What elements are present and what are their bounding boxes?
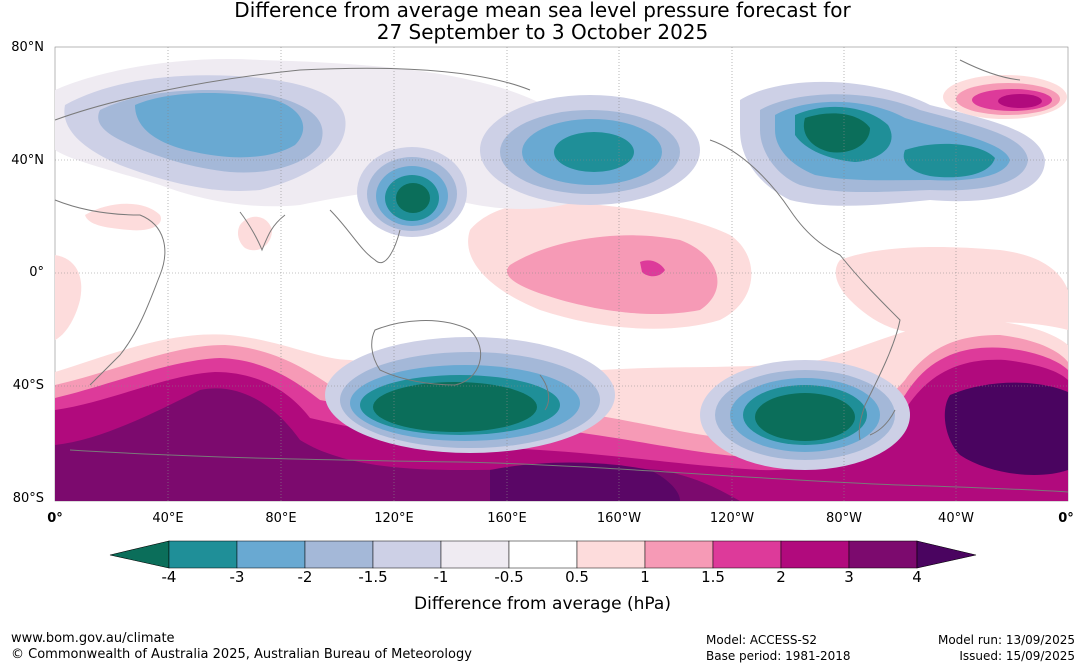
lat-label-equator: 0° [29, 265, 44, 280]
colorbar-bin-2 [236, 540, 306, 569]
anomaly-positive-india [237, 216, 272, 251]
colorbar-tick: -1 [433, 568, 449, 586]
colorbar-high-arrow [916, 540, 977, 569]
colorbar-bin-11 [848, 540, 918, 569]
colorbar-low-arrow [109, 540, 170, 569]
anomaly-positive-arabia [85, 203, 161, 231]
anomaly-positive-greenland [943, 75, 1067, 119]
lon-label-0-west: 0° [47, 511, 63, 526]
anomaly-positive-tropical-pacific-core [506, 235, 718, 315]
graticule [55, 47, 1068, 501]
anomaly-positive-core-atlantic [944, 382, 1068, 475]
footer-issued: Issued: 15/09/2025 [959, 649, 1075, 663]
colorbar-bin-4 [372, 540, 442, 569]
colorbar-tick: -3 [229, 568, 245, 586]
lon-label-160e: 160°E [487, 511, 527, 526]
lon-label-80e: 80°E [265, 511, 297, 526]
colorbar-tick: -4 [161, 568, 177, 586]
colorbar-tick: 2 [776, 568, 786, 586]
lon-label-80w: 80°W [826, 511, 862, 526]
colorbar-bin-7 [576, 540, 646, 569]
colorbar-bin-9 [712, 540, 782, 569]
lon-label-120e: 120°E [374, 511, 414, 526]
map-panel [54, 46, 1069, 502]
anomaly-negative-north-america [740, 81, 1045, 206]
lon-label-120w: 120°W [709, 511, 755, 526]
colorbar-bin-8 [644, 540, 714, 569]
lon-label-160w: 160°W [596, 511, 642, 526]
lon-label-40e: 40°E [152, 511, 184, 526]
lat-label-40n: 40°N [11, 153, 44, 168]
colorbar-tick: 1 [640, 568, 650, 586]
colorbar-tick: 1.5 [701, 568, 725, 586]
lat-label-80s: 80°S [12, 491, 44, 506]
anomaly-negative-north-pacific [480, 95, 700, 205]
colorbar-tick: -2 [297, 568, 313, 586]
colorbar-bin-3 [304, 540, 374, 569]
lon-label-0-east: 0° [1058, 511, 1074, 526]
colorbar-tick: 3 [844, 568, 854, 586]
lon-label-40w: 40°W [938, 511, 974, 526]
coastlines [54, 59, 1069, 493]
anomaly-positive-core-indian [490, 462, 680, 501]
map-title-line-2: 27 September to 3 October 2025 [376, 20, 709, 44]
footer-base-period: Base period: 1981-2018 [706, 649, 851, 663]
colorbar-bin-1 [168, 540, 238, 569]
anomaly-positive-south-america [835, 247, 1068, 333]
footer-copyright: © Commonwealth of Australia 2025, Austra… [11, 647, 472, 662]
colorbar-tick: -1.5 [358, 568, 388, 586]
colorbar-title: Difference from average (hPa) [414, 594, 671, 614]
footer-url[interactable]: www.bom.gov.au/climate [11, 631, 175, 646]
colorbar-tick: -0.5 [494, 568, 524, 586]
colorbar-bin-6 [508, 540, 578, 569]
anomaly-negative-south-pacific [700, 360, 910, 470]
anomaly-positive-tropical-pacific-peak [640, 260, 665, 277]
map-title-line-1: Difference from average mean sea level p… [234, 0, 851, 22]
anomaly-positive-africa-west [55, 255, 82, 340]
anomaly-negative-eurasia-core [135, 93, 304, 158]
colorbar [109, 540, 977, 569]
anomaly-negative-japan [357, 147, 467, 237]
colorbar-bin-5 [440, 540, 510, 569]
lat-label-40s: 40°S [12, 378, 44, 393]
footer-model-run: Model run: 13/09/2025 [937, 633, 1075, 647]
anomaly-negative-south-australia [325, 337, 615, 453]
footer-model: Model: ACCESS-S2 [706, 633, 818, 647]
colorbar-tick: 0.5 [565, 568, 589, 586]
colorbar-tick: 4 [912, 568, 922, 586]
colorbar-bin-10 [780, 540, 850, 569]
lat-label-80n: 80°N [11, 40, 44, 55]
